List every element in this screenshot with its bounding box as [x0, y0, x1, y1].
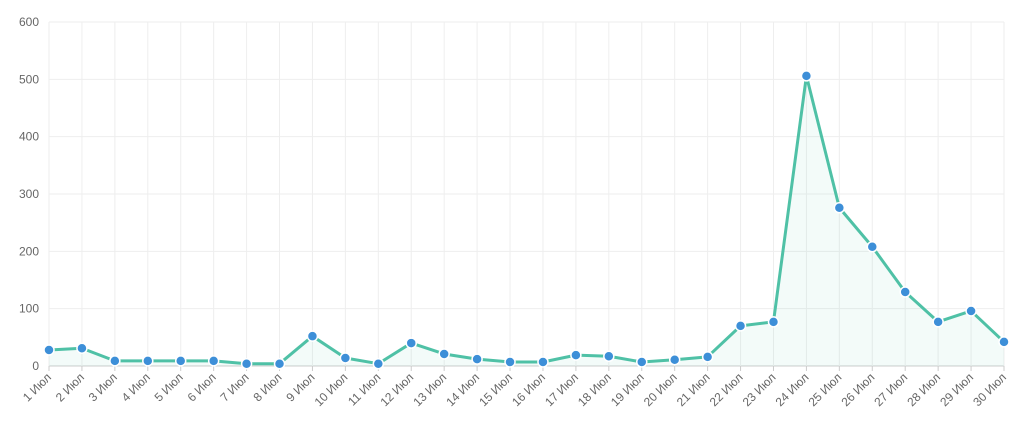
x-tick-label: 28 Июл [904, 370, 943, 409]
point [537, 356, 549, 368]
point [207, 355, 220, 367]
point [734, 320, 747, 332]
x-tick-label: 23 Июл [740, 370, 779, 409]
point [570, 349, 582, 361]
point [240, 357, 253, 370]
x-tick-label: 22 Июл [707, 370, 746, 409]
point [998, 336, 1010, 348]
point [701, 351, 714, 363]
y-tick-label: 500 [19, 72, 39, 86]
x-tick-label: 13 Июл [410, 370, 449, 409]
x-tick-label: 3 Июл [86, 370, 120, 404]
point [438, 348, 450, 360]
x-tick-label: 21 Июл [674, 370, 713, 409]
point [109, 355, 121, 367]
x-tick-label: 24 Июл [773, 370, 812, 409]
point [174, 355, 187, 367]
y-tick-label: 300 [19, 187, 39, 201]
point [767, 316, 780, 328]
x-tick-label: 15 Июл [476, 370, 515, 409]
x-tick-label: 4 Июл [119, 370, 153, 404]
x-tick-label: 26 Июл [838, 370, 877, 409]
x-tick-label: 25 Июл [806, 370, 845, 409]
point [833, 202, 846, 214]
point [603, 350, 615, 363]
x-tick-label: 29 Июл [937, 370, 976, 409]
point [372, 357, 385, 370]
x-tick-label: 16 Июл [509, 370, 548, 409]
x-tick-label: 2 Июл [53, 370, 87, 404]
x-tick-label: 17 Июл [542, 370, 581, 409]
x-tick-label: 6 Июл [185, 370, 219, 404]
area [49, 75, 1004, 366]
point [800, 70, 813, 82]
point [471, 353, 483, 365]
x-tick-label: 30 Июл [970, 370, 1009, 409]
point [899, 286, 911, 298]
x-tick-label: 27 Июл [871, 370, 910, 409]
x-tick-label: 19 Июл [608, 370, 647, 409]
y-tick-label: 400 [19, 130, 39, 144]
point [76, 342, 88, 354]
x-tick-label: 8 Июл [250, 370, 284, 404]
x-tick-label: 5 Июл [152, 370, 186, 404]
point [932, 316, 944, 328]
point [668, 353, 681, 366]
y-tick-label: 100 [19, 302, 39, 316]
x-tick-label: 14 Июл [443, 370, 482, 409]
x-tick-label: 1 Июл [20, 370, 54, 404]
point [504, 356, 516, 368]
point [636, 356, 648, 368]
point [142, 355, 154, 367]
x-tick-label: 7 Июл [218, 370, 252, 404]
y-tick-label: 600 [19, 15, 39, 29]
point [339, 352, 352, 364]
point [405, 337, 417, 349]
x-tick-label: 20 Июл [641, 370, 680, 409]
y-tick-label: 200 [19, 244, 39, 258]
x-tick-label: 18 Июл [575, 370, 614, 409]
point [43, 344, 55, 356]
y-tick-label: 0 [32, 359, 39, 373]
x-tick-label: 12 Июл [377, 370, 416, 409]
point [306, 330, 319, 342]
point [273, 357, 286, 370]
x-tick-label: 11 Июл [345, 370, 383, 408]
point [866, 240, 879, 253]
point [965, 305, 977, 317]
x-tick-label: 10 Июл [312, 370, 351, 409]
